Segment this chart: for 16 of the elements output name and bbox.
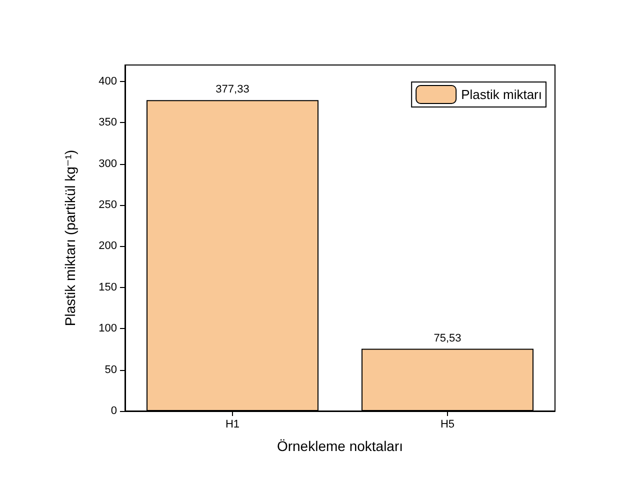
y-axis-title: Plastik miktarı (partikül kg⁻¹) <box>62 150 78 326</box>
y-tick-label: 200 <box>98 240 117 252</box>
y-tick-label: 100 <box>98 322 117 335</box>
y-tick-label: 400 <box>98 75 117 88</box>
y-tick-label: 150 <box>98 281 117 294</box>
y-tick-label: 50 <box>104 364 117 376</box>
y-tick-label: 300 <box>98 158 117 170</box>
x-tick-label: H1 <box>225 418 240 430</box>
legend-label: Plastik miktarı <box>461 87 542 102</box>
data-label: 75,53 <box>434 332 462 344</box>
y-tick-label: 350 <box>98 116 117 129</box>
y-tick-label: 0 <box>110 405 117 417</box>
x-tick-label: H5 <box>440 418 455 430</box>
data-label: 377,33 <box>216 84 250 96</box>
x-axis-title: Örnekleme noktaları <box>276 438 404 454</box>
y-tick-label: 250 <box>98 199 117 212</box>
